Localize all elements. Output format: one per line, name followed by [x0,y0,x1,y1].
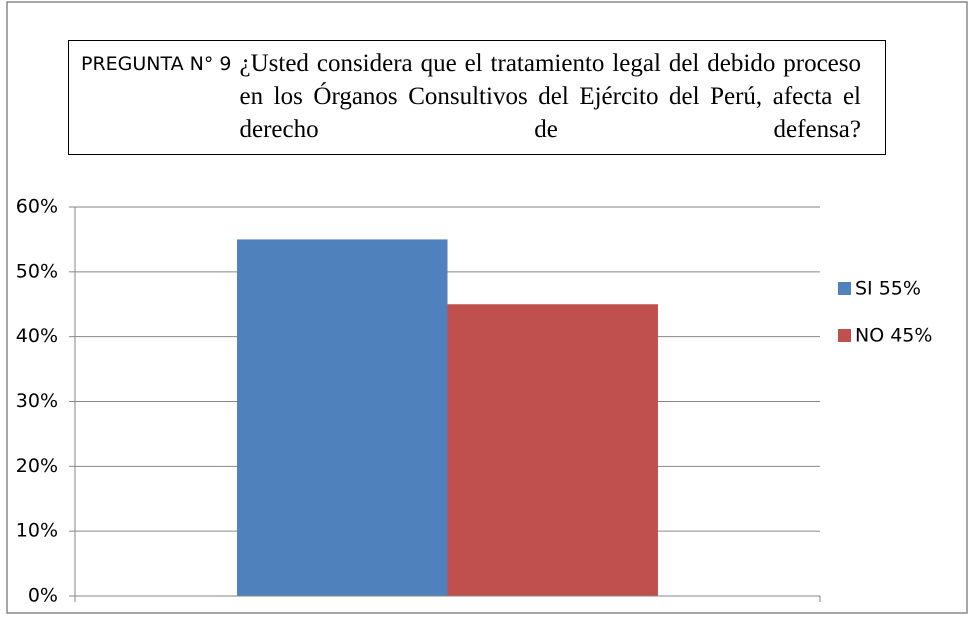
bar [447,304,658,596]
y-tick-label: 0% [28,585,58,607]
legend-label: NO 45% [855,325,932,347]
legend-label: SI 55% [855,278,921,300]
y-tick-label: 30% [16,390,58,412]
y-tick-label: 50% [16,260,58,282]
y-tick-label: 40% [16,325,58,347]
legend-swatch [838,282,851,295]
y-tick-label: 20% [16,455,58,477]
y-tick-label: 10% [16,520,58,542]
title-box: PREGUNTA N° 9 ¿Usted considera que el tr… [68,40,886,155]
legend-swatch [838,329,851,342]
y-tick-label: 60% [16,196,58,218]
chart-title-prefix: PREGUNTA N° 9 [81,53,232,75]
chart-border [6,1,968,614]
chart-title: ¿Usted considera que el tratamiento lega… [239,50,861,143]
bar [237,239,448,596]
